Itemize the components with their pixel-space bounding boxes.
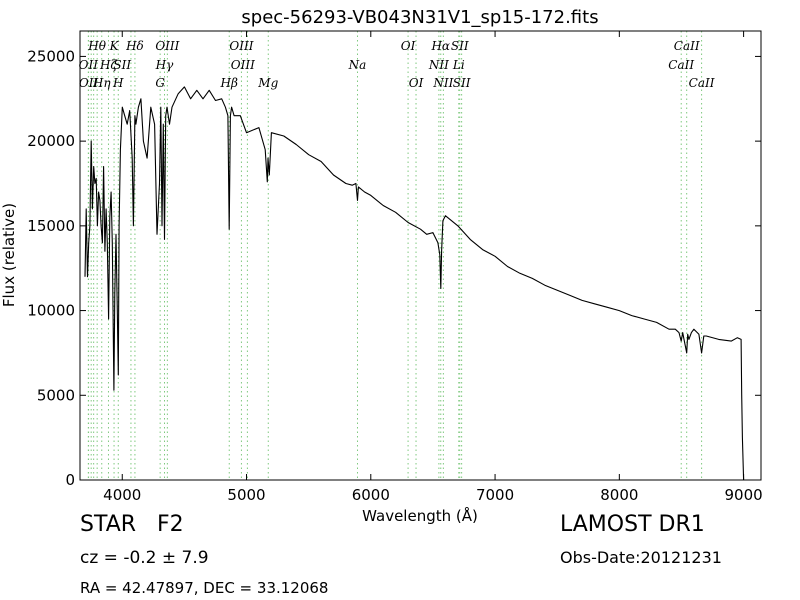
y-axis-ticks: 0 5000 10000 15000 20000 25000 bbox=[27, 47, 761, 489]
line-annotation-label: NII bbox=[428, 58, 449, 72]
line-annotation-label: CaII bbox=[668, 58, 694, 72]
marker-lines bbox=[87, 31, 703, 480]
y-tick-label: 5000 bbox=[37, 386, 75, 404]
line-annotation-label: CaII bbox=[689, 76, 715, 90]
coordinates-label: RA = 42.47897, DEC = 33.12068 bbox=[80, 579, 329, 597]
x-tick-label: 5000 bbox=[227, 486, 265, 504]
x-tick-label: 7000 bbox=[476, 486, 514, 504]
y-axis-label: Flux (relative) bbox=[0, 203, 18, 307]
line-annotation-label: Hη bbox=[92, 76, 111, 90]
line-annotation-label: NII bbox=[432, 76, 453, 90]
line-annotation-label: H bbox=[112, 76, 124, 90]
spectrum-line bbox=[84, 86, 745, 481]
redshift-label: cz = -0.2 ± 7.9 bbox=[80, 548, 209, 568]
line-annotation-label: Hγ bbox=[155, 58, 174, 72]
y-tick-label: 25000 bbox=[27, 47, 75, 65]
line-annotation-label: Hζ bbox=[99, 58, 118, 72]
line-annotation-label: K bbox=[109, 39, 120, 53]
line-annotation-label: OIII bbox=[229, 39, 253, 53]
line-annotations: OII OII Hθ Hη Hζ K SII H Hδ OIII Hγ G OIII OIII Hβ Mg Na… bbox=[79, 39, 715, 90]
line-annotation-label: Hθ bbox=[87, 39, 106, 53]
y-tick-label: 20000 bbox=[27, 132, 75, 150]
x-axis-ticks: 4000 5000 6000 7000 8000 9000 bbox=[103, 31, 763, 504]
x-tick-label: 8000 bbox=[600, 486, 638, 504]
x-axis-label: Wavelength (Å) bbox=[362, 506, 478, 525]
line-annotation-label: OIII bbox=[155, 39, 179, 53]
object-class-label: STAR F2 bbox=[80, 512, 184, 537]
line-annotation-label: G bbox=[155, 76, 165, 90]
line-annotation-label: Hβ bbox=[220, 76, 238, 90]
chart-title: spec-56293-VB043N31V1_sp15-172.fits bbox=[241, 7, 598, 28]
x-tick-label: 9000 bbox=[725, 486, 763, 504]
line-annotation-label: OII bbox=[79, 58, 99, 72]
y-tick-label: 10000 bbox=[27, 302, 75, 320]
x-tick-label: 6000 bbox=[352, 486, 390, 504]
x-tick-label: 4000 bbox=[103, 486, 141, 504]
line-annotation-label: OIII bbox=[231, 58, 255, 72]
line-annotation-label: Li bbox=[452, 58, 465, 72]
line-annotation-label: OII bbox=[79, 76, 99, 90]
y-tick-label: 15000 bbox=[27, 217, 75, 235]
line-annotation-label: Na bbox=[348, 58, 367, 72]
line-annotation-label: CaII bbox=[674, 39, 700, 53]
line-annotation-label: OI bbox=[409, 76, 424, 90]
line-annotation-label: SII bbox=[453, 76, 471, 90]
line-annotation-label: SII bbox=[451, 39, 469, 53]
line-annotation-label: OI bbox=[401, 39, 416, 53]
line-annotation-label: Hα bbox=[430, 39, 450, 53]
line-annotation-label: Hδ bbox=[125, 39, 144, 53]
obs-date-label: Obs-Date:20121231 bbox=[560, 548, 722, 567]
survey-label: LAMOST DR1 bbox=[560, 512, 705, 537]
line-annotation-label: SII bbox=[113, 58, 131, 72]
line-annotation-label: Mg bbox=[257, 76, 278, 90]
y-tick-label: 0 bbox=[65, 471, 75, 489]
plot-frame bbox=[79, 30, 762, 481]
